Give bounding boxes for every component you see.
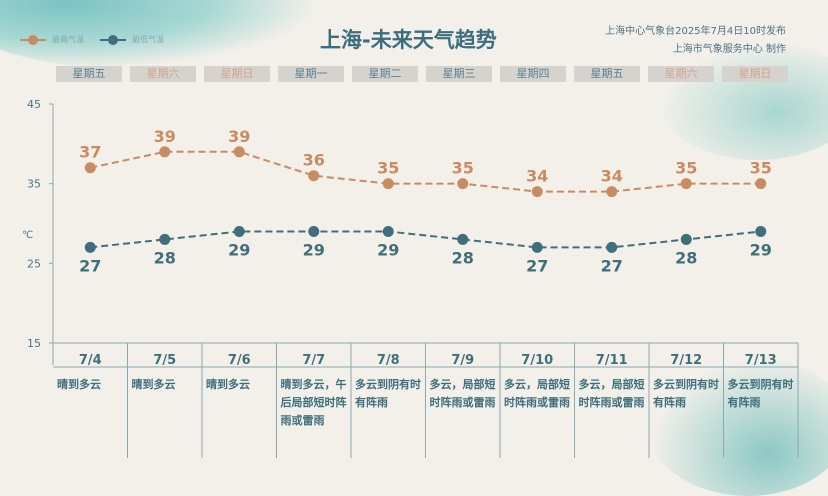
weekday-label: 星期日 [722,66,788,82]
weekday-label: 星期六 [130,66,196,82]
low-temp-label: 29 [228,240,250,259]
high-temp-label: 35 [750,159,772,178]
y-tick-label: 15 [27,337,41,350]
publisher-info: 上海中心气象台2025年7月4日10时发布上海市气象服务中心 制作 [605,23,786,59]
weather-description: 时阵雨或雷雨 [504,395,570,409]
y-tick-label: 35 [27,178,41,191]
low-temp-label: 27 [79,256,101,275]
high-temp-label: 35 [675,159,697,178]
high-temp-point [755,178,767,190]
high-temp-label: 35 [452,159,474,178]
y-tick-label: 25 [27,257,41,270]
low-temp-point [680,233,692,245]
weather-description: 有阵雨 [355,395,388,409]
weekday-label: 星期六 [648,66,714,82]
x-tick-label: 7/11 [596,353,628,368]
low-temp-label: 27 [601,256,623,275]
low-temp-label: 27 [526,256,548,275]
high-temp-point [680,178,692,190]
high-temp-point [233,146,245,158]
low-temp-point [457,233,469,245]
weekday-row: 星期五 星期六 星期日 星期一 星期二 星期三 星期四 星期五 星期六 星期日 [56,66,788,82]
x-tick-label: 7/4 [79,353,102,368]
weather-description: 多云到阴有时 [728,377,794,391]
legend-high: 最高气温 [20,34,84,45]
low-temp-point [159,233,171,245]
x-tick-label: 7/8 [377,353,400,368]
publish-time: 上海中心气象台2025年7月4日10时发布 [605,26,786,37]
low-temp-label: 29 [750,240,772,259]
high-temp-label: 34 [526,167,548,186]
low-temp-label: 28 [452,248,474,267]
legend-low: 最低气温 [100,34,164,45]
high-temp-point [457,178,469,190]
high-temp-label: 39 [154,127,176,146]
y-axis-unit: ℃ [22,230,33,241]
weekday-label: 星期五 [56,66,122,82]
x-tick-label: 7/5 [153,353,176,368]
high-temp-label: 34 [601,167,623,186]
weekday-label: 星期五 [574,66,640,82]
page-title: 上海-未来天气趋势 [320,28,497,52]
low-temp-label: 29 [377,240,399,259]
weekday-label: 星期一 [278,66,344,82]
high-temp-label: 37 [79,143,101,162]
weather-description: 多云，局部短 [504,377,570,391]
low-temp-label: 29 [303,240,325,259]
high-temp-label: 35 [377,159,399,178]
weather-description: 有阵雨 [728,395,761,409]
low-temp-point [233,225,245,237]
weekday-label: 星期四 [500,66,566,82]
weather-description: 晴到多云 [57,377,101,391]
high-temp-point [84,162,96,174]
high-temp-line [90,150,761,193]
low-temp-point [382,225,394,237]
legend-high-marker [20,34,46,45]
high-temp-label: 36 [303,151,325,170]
x-tick-label: 7/13 [745,353,777,368]
weather-description: 晴到多云 [206,377,250,391]
high-temp-point [606,186,618,198]
weekday-label: 星期三 [426,66,492,82]
high-temp-point [382,178,394,190]
weather-description: 晴到多云，午 [281,377,347,391]
weather-description: 多云到阴有时 [355,377,421,391]
high-temp-point [159,146,171,158]
x-tick-label: 7/12 [670,353,702,368]
producer: 上海市气象服务中心 制作 [672,44,786,55]
weather-description: 多云，局部短 [579,377,645,391]
weekday-label: 星期二 [352,66,418,82]
weather-description: 时阵雨或雷雨 [430,395,496,409]
y-tick-label: 45 [27,98,41,111]
weather-description: 多云，局部短 [430,377,496,391]
legend-low-marker [100,34,126,45]
x-tick-label: 7/6 [228,353,251,368]
weather-description: 多云到阴有时 [653,377,719,391]
low-temp-point [606,241,618,253]
weather-description: 有阵雨 [653,395,686,409]
low-temp-point [308,225,320,237]
high-temp-label: 39 [228,127,250,146]
high-temp-point [308,170,320,182]
low-temp-line [90,230,761,249]
x-tick-label: 7/10 [521,353,553,368]
x-tick-label: 7/7 [302,353,325,368]
weather-description: 时阵雨或雷雨 [579,395,645,409]
high-temp-point [531,186,543,198]
weather-description: 后局部短时阵 [281,395,347,409]
weather-description: 雨或雷雨 [281,413,325,427]
low-temp-point [755,225,767,237]
weekday-label: 星期日 [204,66,270,82]
weather-description: 晴到多云 [132,377,176,391]
low-temp-point [531,241,543,253]
legend: 最高气温 最低气温 [20,34,164,45]
decor-cloud [658,40,828,160]
legend-high-label: 最高气温 [52,35,84,44]
x-tick-label: 7/9 [451,353,474,368]
legend-low-label: 最低气温 [132,35,164,44]
low-temp-label: 28 [675,248,697,267]
temperature-chart: 15 25 35 45 ℃ 7/4 晴到多云 7/5 晴到多云 7/6 晴到多云 7/7 晴到多云，午后… [22,98,799,458]
low-temp-point [84,241,96,253]
low-temp-label: 28 [154,248,176,267]
